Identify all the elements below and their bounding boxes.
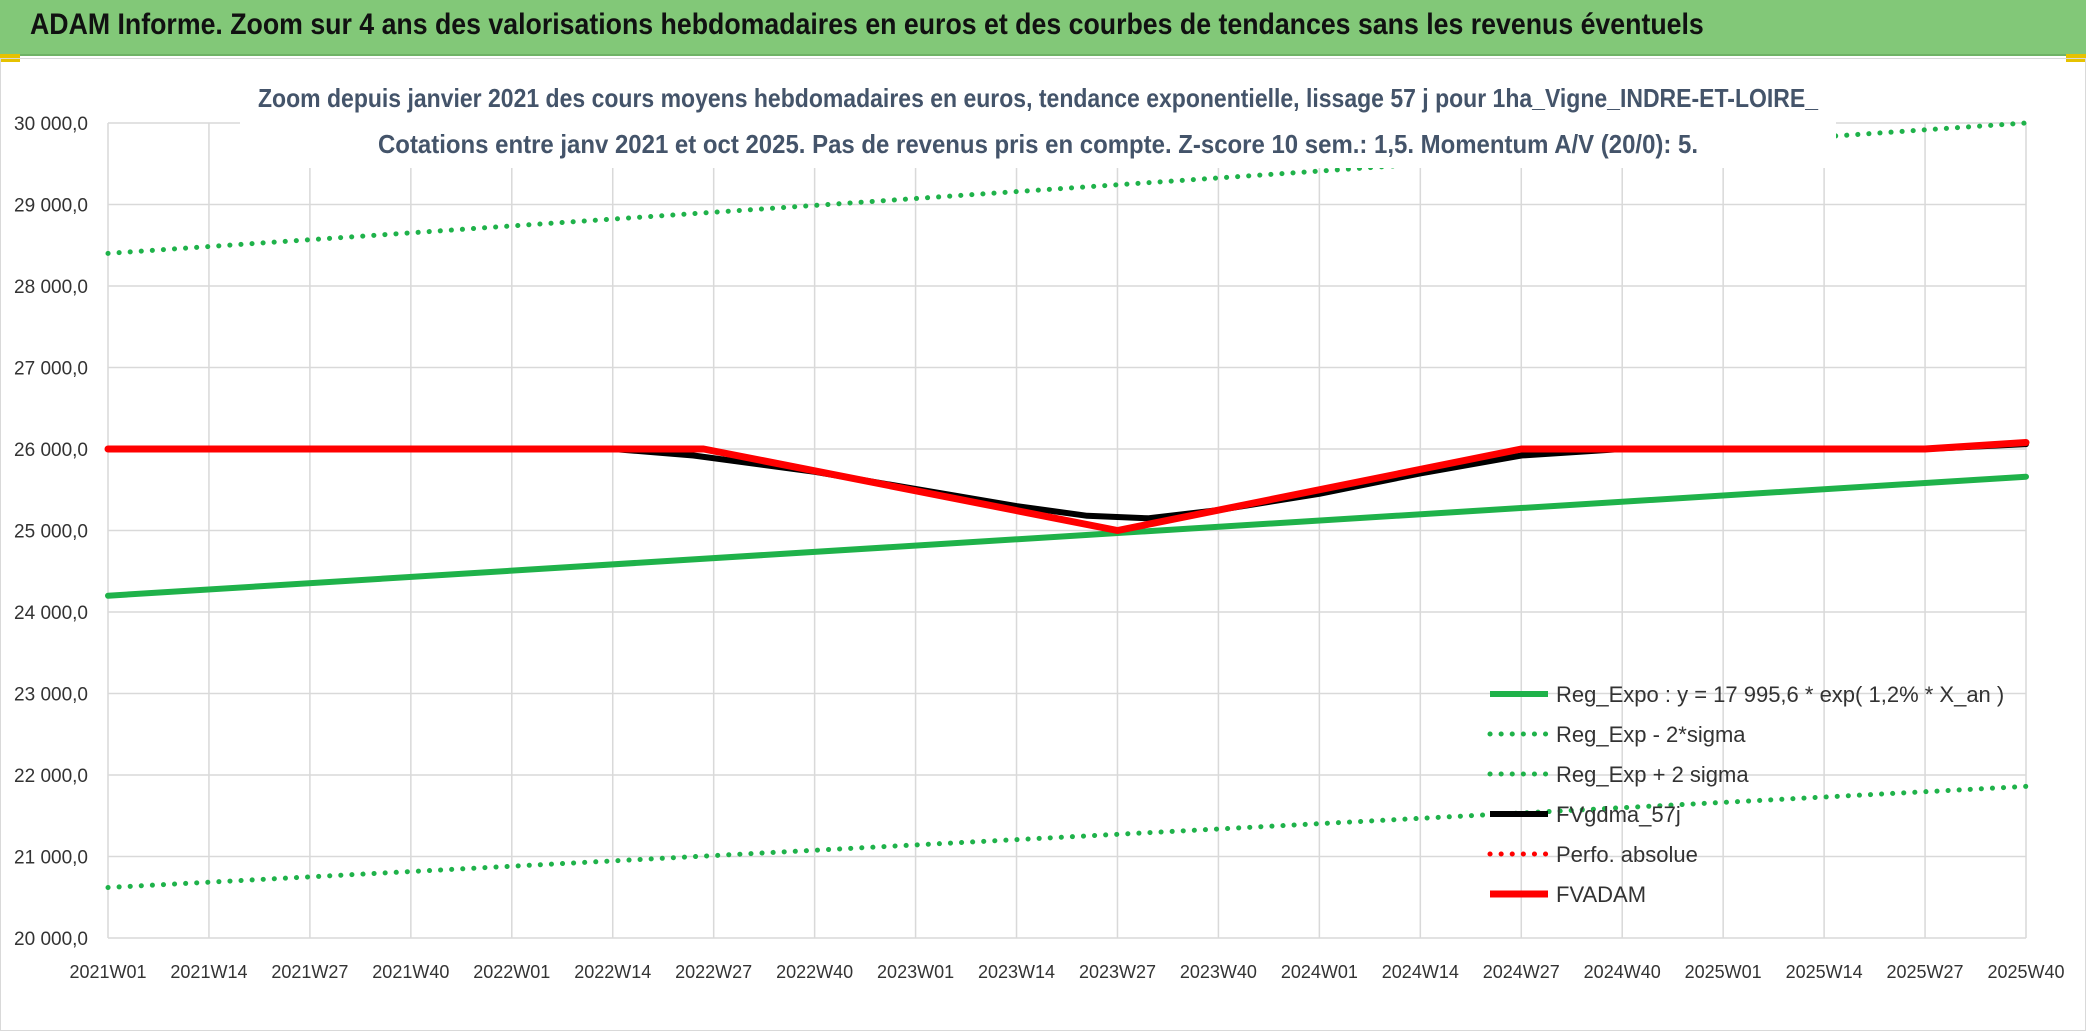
- x-tick-label: 2021W14: [170, 962, 247, 982]
- x-tick-label: 2021W40: [372, 962, 449, 982]
- y-tick-label: 24 000,0: [14, 603, 88, 624]
- x-tick-label: 2023W40: [1180, 962, 1257, 982]
- x-tick-label: 2025W01: [1685, 962, 1762, 982]
- legend-entry: Reg_Exp + 2 sigma: [1556, 762, 1749, 787]
- x-tick-label: 2022W14: [574, 962, 651, 982]
- chart-title: Zoom depuis janvier 2021 des cours moyen…: [240, 76, 1836, 168]
- legend-entry: Reg_Exp - 2*sigma: [1556, 722, 1746, 747]
- x-tick-label: 2022W01: [473, 962, 550, 982]
- legend-entry: Perfo. absolue: [1556, 842, 1698, 867]
- x-tick-label: 2024W27: [1483, 962, 1560, 982]
- x-tick-label: 2023W27: [1079, 962, 1156, 982]
- banner-title: ADAM Informe. Zoom sur 4 ans des valoris…: [30, 8, 1704, 41]
- y-tick-label: 22 000,0: [14, 766, 88, 787]
- series-line-fvgdma_57j: [105, 441, 2029, 522]
- legend: Reg_Expo : y = 17 995,6 * exp( 1,2% * X_…: [1487, 682, 2004, 907]
- y-tick-label: 20 000,0: [14, 929, 88, 950]
- title-banner: ADAM Informe. Zoom sur 4 ans des valoris…: [0, 0, 2086, 56]
- x-tick-label: 2023W14: [978, 962, 1055, 982]
- series-line-reg_exp: [105, 120, 2029, 256]
- legend-entry: FVgdma_57j: [1556, 802, 1681, 827]
- y-tick-label: 27 000,0: [14, 359, 88, 380]
- y-tick-label: 30 000,0: [14, 114, 88, 135]
- series-line-fvadam: [104, 439, 2030, 534]
- series-line-reg_expo: [105, 473, 2029, 599]
- x-tick-label: 2022W40: [776, 962, 853, 982]
- chart-title-line1: Zoom depuis janvier 2021 des cours moyen…: [258, 83, 1818, 113]
- y-tick-label: 29 000,0: [14, 196, 88, 217]
- grid-layer: [107, 122, 2027, 939]
- series-layer: [104, 120, 2030, 890]
- y-tick-label: 23 000,0: [14, 685, 88, 706]
- chart-title-line2: Cotations entre janv 2021 et oct 2025. P…: [378, 129, 1698, 159]
- x-tick-label: 2025W14: [1786, 962, 1863, 982]
- x-tick-label: 2024W40: [1584, 962, 1661, 982]
- x-tick-label: 2024W14: [1382, 962, 1459, 982]
- x-tick-label: 2023W01: [877, 962, 954, 982]
- y-tick-label: 26 000,0: [14, 440, 88, 461]
- axis-labels: 20 000,0 21 000,0 22 000,0 23 000,0 24 000,0…: [14, 114, 2065, 982]
- legend-entry: Reg_Expo : y = 17 995,6 * exp( 1,2% * X_…: [1556, 682, 2004, 707]
- y-tick-label: 25 000,0: [14, 522, 88, 543]
- y-tick-label: 28 000,0: [14, 277, 88, 298]
- legend-entry: FVADAM: [1556, 882, 1646, 907]
- x-tick-label: 2025W40: [1987, 962, 2064, 982]
- x-tick-label: 2021W27: [271, 962, 348, 982]
- y-tick-label: 21 000,0: [14, 848, 88, 869]
- x-tick-label: 2024W01: [1281, 962, 1358, 982]
- x-tick-label: 2021W01: [69, 962, 146, 982]
- series-line-reg_exp: [105, 783, 2029, 890]
- x-tick-label: 2022W27: [675, 962, 752, 982]
- x-tick-label: 2025W27: [1887, 962, 1964, 982]
